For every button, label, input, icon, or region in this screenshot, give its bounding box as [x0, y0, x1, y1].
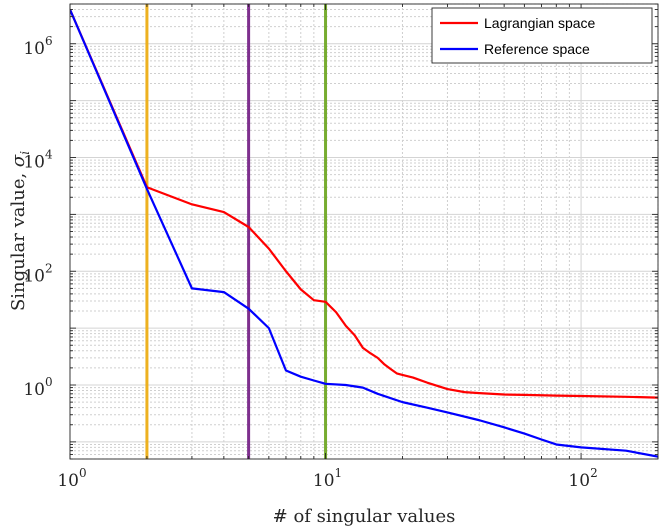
tick-marks — [69, 3, 659, 460]
series-line-lagrangian-space — [70, 9, 658, 399]
legend-label-lagrangian: Lagrangian space — [484, 15, 596, 31]
legend-box — [431, 7, 653, 64]
x-tick-label: 100 — [57, 466, 86, 491]
y-tick-label-exponent: 0 — [45, 375, 53, 389]
y-axis-label-subscript: i — [18, 151, 32, 155]
y-tick-label-base: 10 — [23, 380, 45, 400]
y-axis-label-text: Singular value, — [8, 167, 29, 311]
y-tick-label-exponent: 6 — [45, 34, 53, 48]
y-tick-label-base: 10 — [23, 39, 45, 59]
x-tick-label-base: 10 — [57, 471, 79, 491]
y-tick-label-exponent: 4 — [45, 148, 53, 162]
minor-grid — [70, 3, 659, 460]
y-axis-label: Singular value, σi — [8, 151, 32, 311]
legend-label-reference: Reference space — [484, 41, 590, 57]
x-tick-label-base: 10 — [568, 471, 590, 491]
x-tick-label: 102 — [568, 466, 597, 491]
y-tick-label: 106 — [23, 34, 52, 59]
x-tick-label: 101 — [313, 466, 342, 491]
legend: Lagrangian space Reference space — [431, 7, 653, 64]
x-tick-label-base: 10 — [313, 471, 335, 491]
y-tick-label-base: 10 — [23, 153, 45, 173]
series-line-reference-space — [70, 9, 658, 458]
series-lines — [70, 9, 658, 458]
y-axis-label-symbol: σ — [8, 154, 29, 167]
x-tick-label-exponent: 0 — [79, 466, 87, 480]
y-tick-label: 102 — [23, 261, 52, 286]
y-tick-label: 100 — [23, 375, 52, 400]
x-tick-labels: 100 101 102 — [57, 466, 597, 491]
x-tick-label-exponent: 1 — [335, 466, 343, 480]
y-tick-label-exponent: 2 — [45, 261, 53, 275]
x-axis-label: # of singular values — [273, 506, 456, 526]
y-tick-label-base: 10 — [23, 266, 45, 286]
x-tick-label-exponent: 2 — [590, 466, 598, 480]
y-tick-label: 104 — [23, 148, 53, 173]
